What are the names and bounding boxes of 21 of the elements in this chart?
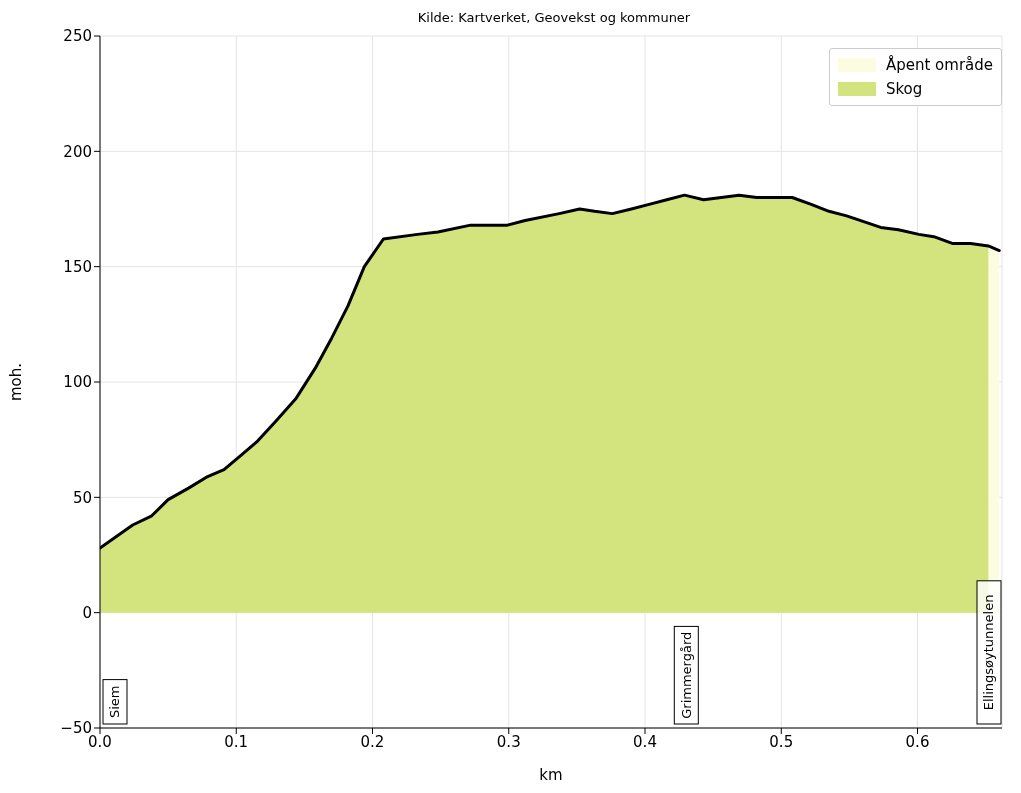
x-tick-label: 0.2 — [360, 732, 385, 751]
x-tick-label: 0.5 — [769, 732, 794, 751]
annotation: Grimmergård — [678, 631, 694, 719]
y-tick-label: 200 — [63, 142, 92, 161]
x-tick-label: 0.1 — [224, 732, 249, 751]
x-tick-label: 0.3 — [496, 732, 521, 751]
annotation: Siem — [107, 685, 123, 719]
y-tick-label: 50 — [72, 488, 92, 507]
legend-label: Skog — [885, 79, 923, 100]
y-tick-label: 0 — [82, 603, 92, 622]
x-tick-label: 0.0 — [88, 732, 112, 751]
y-tick-label: 250 — [63, 27, 92, 46]
legend-label: Åpent område — [885, 54, 993, 76]
chart-title: Kilde: Kartverket, Geovekst og kommuner — [416, 10, 692, 25]
y-tick-label: 150 — [63, 257, 92, 276]
x-axis-title: km — [539, 766, 563, 784]
x-tick-label: 0.4 — [633, 732, 657, 751]
annotation: Ellingsøytunnelen — [981, 594, 997, 711]
x-tick-label: 0.6 — [905, 732, 930, 751]
y-tick-label: 100 — [63, 373, 92, 392]
y-axis-title: moh. — [7, 362, 26, 402]
